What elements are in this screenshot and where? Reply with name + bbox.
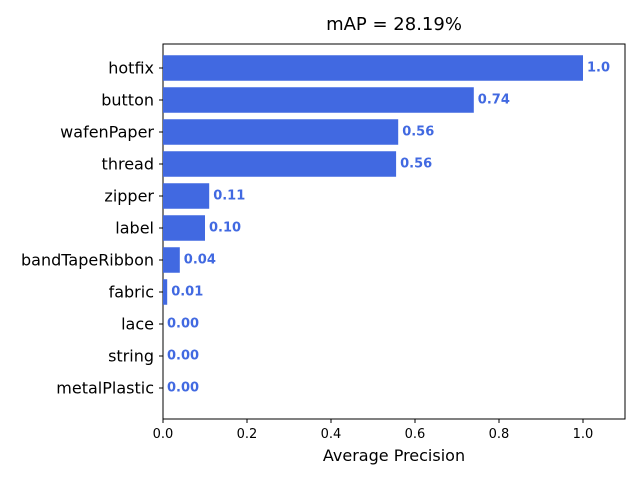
value-label-lace: 0.00 — [167, 317, 199, 332]
category-label-label: label — [115, 219, 154, 238]
category-label-zipper: zipper — [104, 187, 154, 206]
x-tick-label-0.8: 0.8 — [489, 427, 510, 442]
x-tick-label-0.0: 0.0 — [153, 427, 174, 442]
value-label-wafenPaper: 0.56 — [402, 125, 434, 140]
value-label-bandTapeRibbon: 0.04 — [184, 253, 216, 268]
value-label-fabric: 0.01 — [171, 285, 203, 300]
category-label-button: button — [101, 91, 154, 110]
bar-label — [163, 215, 205, 241]
bar-fabric — [163, 279, 168, 305]
category-label-thread: thread — [102, 155, 154, 174]
x-tick-label-1.0: 1.0 — [573, 427, 594, 442]
x-tick-label-0.6: 0.6 — [405, 427, 426, 442]
category-label-metalPlastic: metalPlastic — [56, 379, 154, 398]
category-labels: hotfix button wafenPaper thread zipper label b… — [21, 59, 163, 398]
x-axis-ticks: 0.0 0.2 0.4 0.6 0.8 1.0 — [153, 419, 594, 442]
bar-zipper — [163, 183, 210, 209]
bar-thread — [163, 151, 397, 177]
bar-wafenPaper — [163, 119, 399, 145]
category-label-wafenPaper: wafenPaper — [60, 123, 154, 142]
bar-bandTapeRibbon — [163, 247, 180, 273]
category-label-string: string — [108, 347, 154, 366]
bar-button — [163, 87, 474, 113]
x-tick-label-0.2: 0.2 — [237, 427, 258, 442]
value-label-string: 0.00 — [167, 349, 199, 364]
value-labels: 1.0 0.74 0.56 0.56 0.11 0.10 0.04 0.01 0.00 0.00 0… — [167, 61, 610, 396]
x-tick-label-0.4: 0.4 — [321, 427, 342, 442]
category-label-fabric: fabric — [109, 283, 154, 302]
bar-hotfix — [163, 55, 583, 81]
value-label-thread: 0.56 — [400, 157, 432, 172]
value-label-hotfix: 1.0 — [587, 61, 610, 76]
value-label-metalPlastic: 0.00 — [167, 381, 199, 396]
value-label-button: 0.74 — [478, 93, 510, 108]
category-label-hotfix: hotfix — [108, 59, 154, 78]
chart-title: mAP = 28.19% — [326, 14, 462, 35]
category-label-lace: lace — [121, 315, 154, 334]
value-label-zipper: 0.11 — [213, 189, 245, 204]
bars-group — [163, 55, 583, 305]
category-label-bandTapeRibbon: bandTapeRibbon — [21, 251, 154, 270]
value-label-label: 0.10 — [209, 221, 241, 236]
x-axis-title: Average Precision — [323, 446, 465, 465]
